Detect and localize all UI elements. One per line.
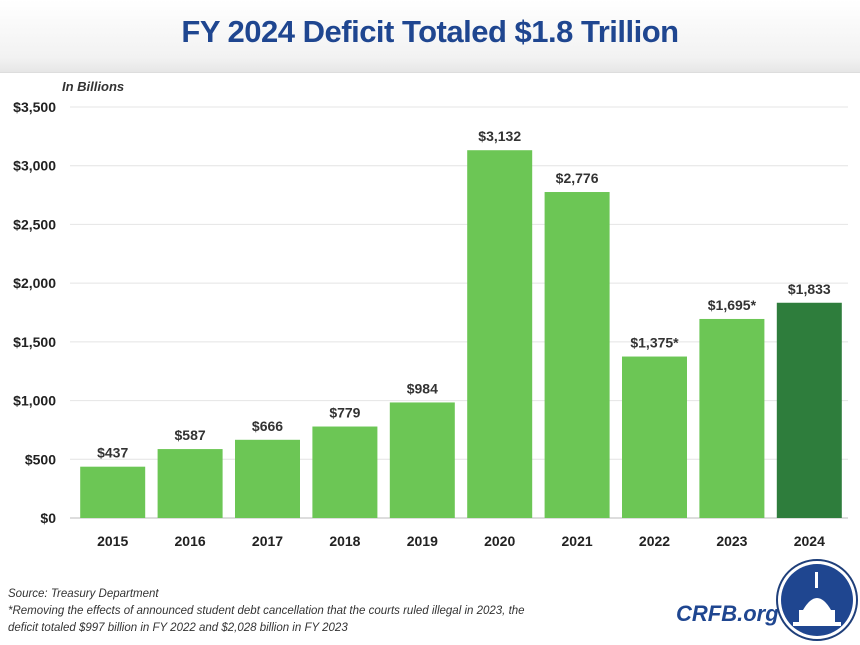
y-tick-label: $3,000 — [13, 158, 56, 174]
y-tick-label: $1,500 — [13, 334, 56, 350]
bar-2015 — [80, 466, 146, 518]
data-label: $437 — [97, 445, 128, 461]
chart-title: FY 2024 Deficit Totaled $1.8 Trillion — [181, 14, 679, 49]
bar-2020 — [467, 150, 533, 518]
x-tick-label: 2022 — [639, 533, 670, 549]
x-tick-label: 2016 — [175, 533, 206, 549]
bar-2018 — [312, 426, 378, 518]
data-label: $1,833 — [788, 281, 831, 297]
data-label: $666 — [252, 418, 283, 434]
x-tick-label: 2015 — [97, 533, 128, 549]
y-tick-label: $1,000 — [13, 393, 56, 409]
source-note: Source: Treasury Department — [8, 588, 159, 600]
y-axis-unit-label: In Billions — [62, 79, 124, 94]
data-label: $1,375* — [630, 335, 679, 351]
y-tick-label: $3,500 — [13, 99, 56, 115]
data-label: $1,695* — [708, 297, 757, 313]
title-banner — [0, 0, 860, 73]
bar-2021 — [544, 192, 610, 518]
x-tick-label: 2019 — [407, 533, 438, 549]
bar-2017 — [235, 439, 300, 518]
data-label: $3,132 — [478, 128, 521, 144]
data-label: $2,776 — [556, 170, 599, 186]
data-label: $779 — [329, 405, 360, 421]
capitol-seal-icon — [776, 559, 858, 641]
bar-2023 — [699, 318, 765, 518]
footnote-line-1: *Removing the effects of announced stude… — [8, 605, 525, 617]
x-tick-label: 2020 — [484, 533, 515, 549]
x-tick-label: 2021 — [562, 533, 593, 549]
bar-2016 — [157, 449, 223, 518]
x-tick-label: 2023 — [716, 533, 747, 549]
y-tick-label: $500 — [25, 451, 56, 467]
footnote-line-2: deficit totaled $997 billion in FY 2022 … — [8, 622, 348, 634]
bar-2022 — [622, 356, 687, 518]
data-label: $984 — [407, 380, 438, 396]
data-label: $587 — [175, 427, 206, 443]
x-tick-label: 2017 — [252, 533, 283, 549]
y-tick-label: $0 — [40, 510, 56, 526]
bar-chart: In Billions $0 $500 $1,000 $1,500 $2,000 $2,50… — [13, 79, 848, 549]
x-tick-label: 2018 — [329, 533, 360, 549]
y-tick-label: $2,000 — [13, 275, 56, 291]
y-tick-label: $2,500 — [13, 216, 56, 232]
crfb-logo-text[interactable]: CRFB.org — [676, 601, 779, 626]
x-tick-label: 2024 — [794, 533, 825, 549]
bar-2024 — [776, 302, 842, 518]
bar-2019 — [389, 402, 455, 518]
